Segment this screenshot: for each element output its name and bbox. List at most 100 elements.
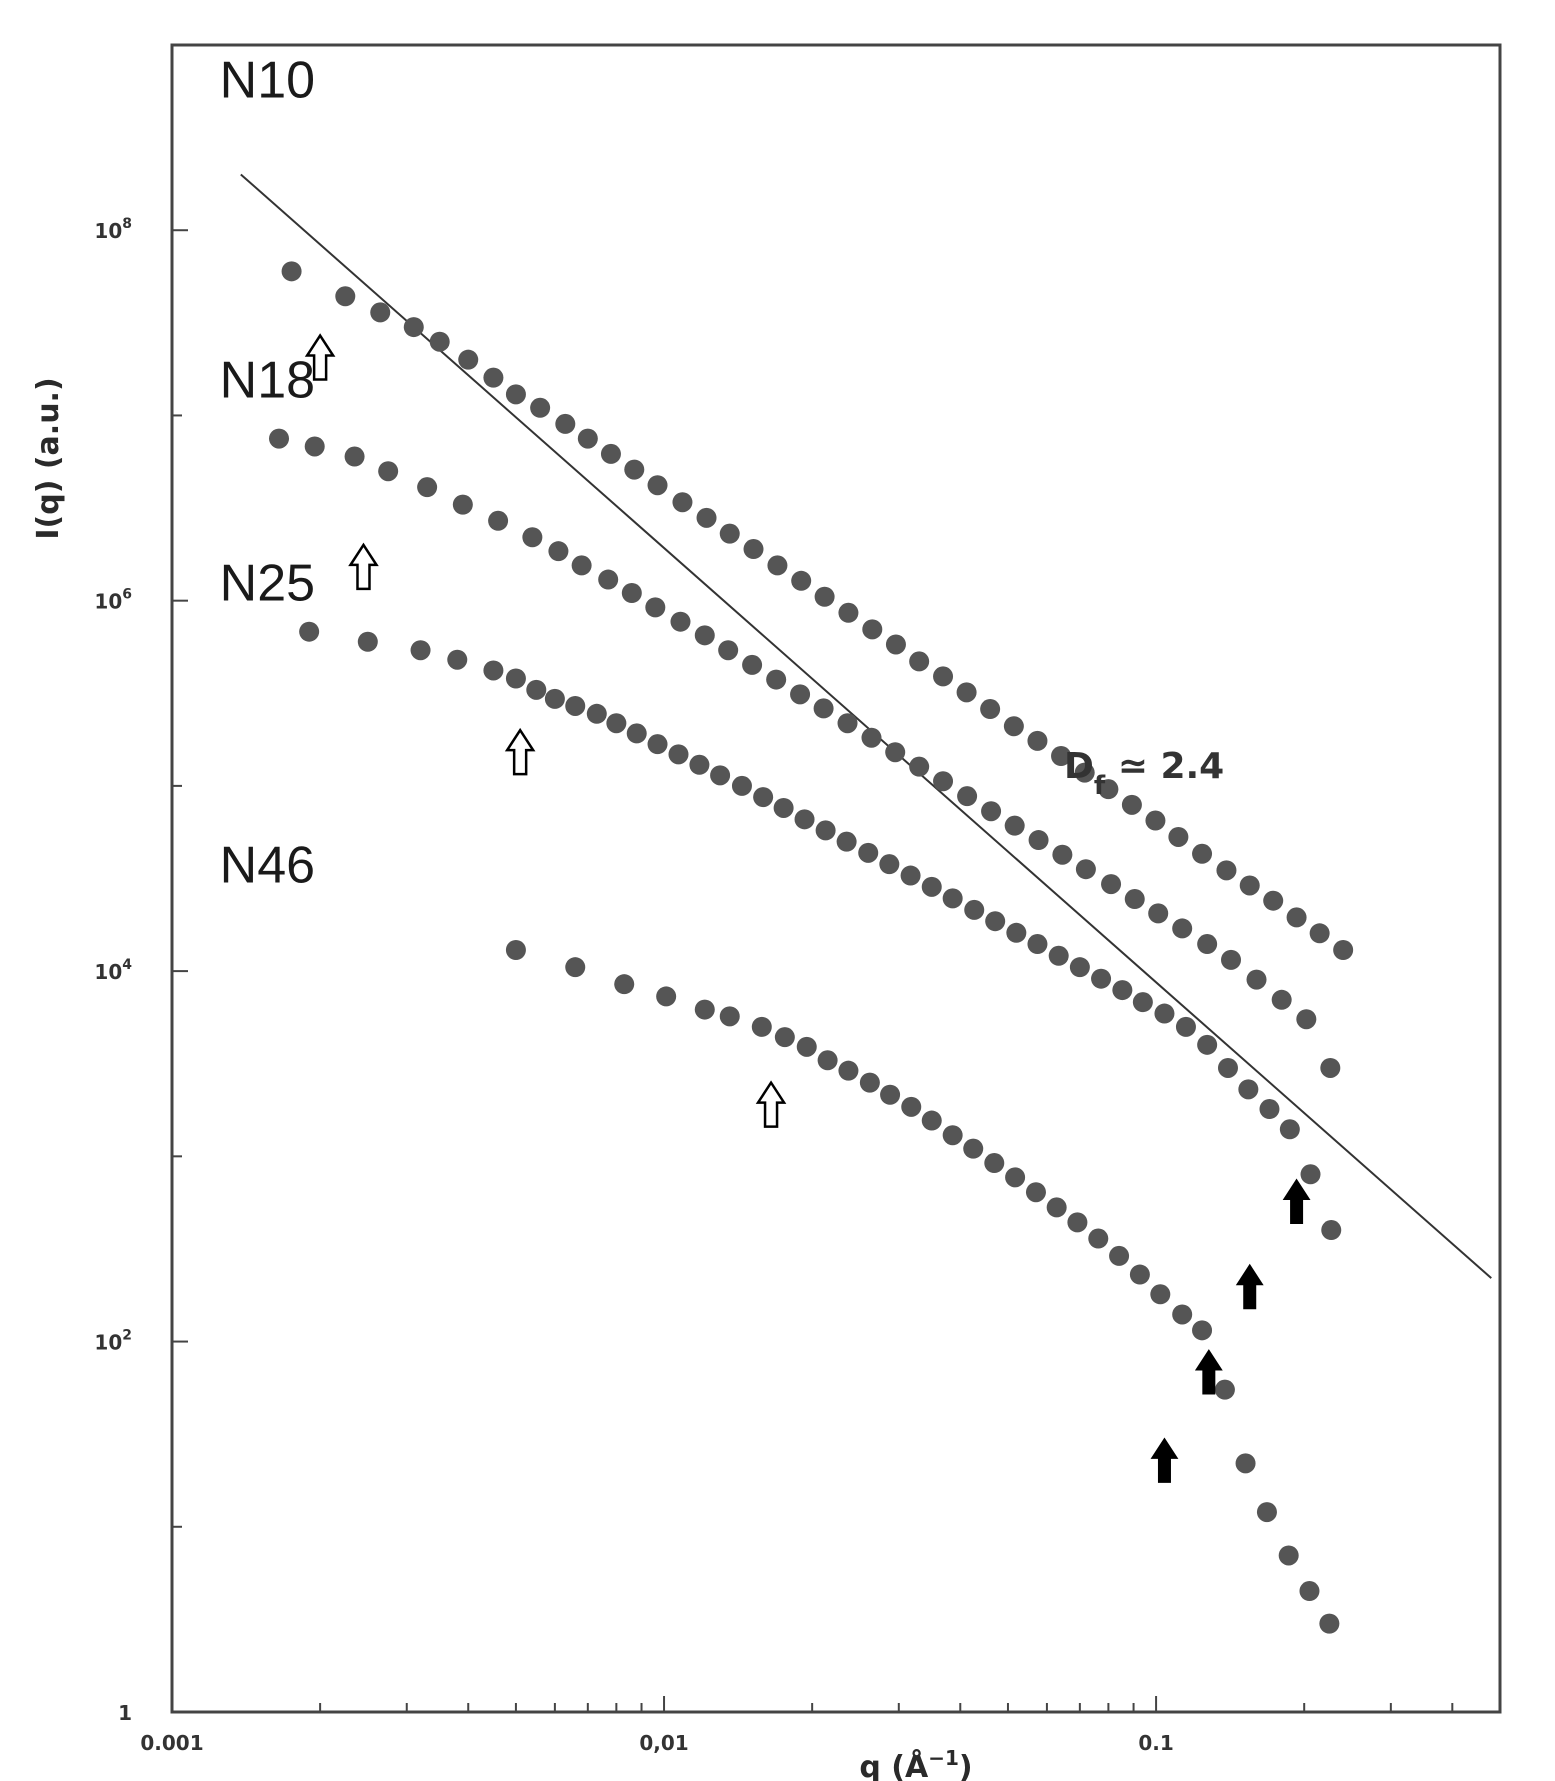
data-point [269, 428, 290, 449]
data-point [370, 302, 391, 323]
data-point [1197, 1034, 1218, 1055]
fit-line-layer [240, 173, 1492, 1279]
axis-ticks [171, 44, 1501, 1713]
data-point [1091, 968, 1112, 989]
data-point [1319, 1613, 1340, 1634]
y-tick-label: 1 [118, 1701, 132, 1725]
data-point [1048, 945, 1069, 966]
data-point [1027, 934, 1048, 955]
fractal-dimension-annotation: Df ≃ 2.4 [1064, 746, 1224, 801]
data-point [447, 649, 468, 670]
data-point [624, 459, 645, 480]
plot-border [170, 43, 1502, 1714]
data-point [645, 597, 666, 618]
chart-labels: 1 102 104 106 108 0.001 0,01 0.1 q (Å−1) I(q) (a.… [31, 52, 1224, 1781]
data-point [694, 999, 715, 1020]
data-point [1309, 923, 1330, 944]
data-point [1148, 903, 1169, 924]
data-point [719, 1006, 740, 1027]
y-tick-label: 106 [94, 587, 132, 614]
data-point [901, 1096, 922, 1117]
data-point [614, 974, 635, 995]
data-point [483, 660, 504, 681]
data-point [1145, 810, 1166, 831]
fit-line [240, 173, 1492, 1279]
data-point [858, 842, 879, 863]
data-point [885, 634, 906, 655]
data-point [452, 494, 473, 515]
data-point [1321, 1220, 1342, 1241]
open-arrow-icon [348, 542, 379, 591]
data-point [668, 744, 689, 765]
data-point [357, 631, 378, 652]
x-axis-title: q (Å−1) [859, 1746, 972, 1781]
arrow-markers [304, 333, 1311, 1483]
data-point [526, 679, 547, 700]
data-point [1025, 1182, 1046, 1203]
data-point [1005, 1167, 1026, 1188]
data-point [626, 723, 647, 744]
data-point [921, 876, 942, 897]
data-point [1121, 794, 1142, 815]
open-arrow-icon [755, 1080, 787, 1128]
series-n10 [281, 261, 1354, 961]
data-point [530, 397, 551, 418]
data-point [1003, 716, 1024, 737]
data-point [790, 684, 811, 705]
data-point [505, 668, 526, 689]
data-point [773, 797, 794, 818]
data-point [1006, 922, 1027, 943]
data-point [304, 436, 325, 457]
x-tick-label: 0.001 [140, 1731, 203, 1755]
data-point [647, 734, 668, 755]
data-point [964, 899, 985, 920]
data-point [505, 940, 526, 961]
filled-arrow-icon [1235, 1263, 1264, 1310]
data-point [488, 510, 509, 531]
series-label-n25: N25 [220, 555, 315, 613]
data-point [1197, 934, 1218, 955]
data-point [577, 428, 598, 449]
data-point [344, 446, 365, 467]
data-point [719, 523, 740, 544]
data-point [942, 1125, 963, 1146]
data-point [1333, 940, 1354, 961]
data-point [1192, 843, 1213, 864]
data-point [794, 809, 815, 830]
data-point [299, 621, 320, 642]
data-point [1259, 1099, 1280, 1120]
data-point [1154, 1003, 1175, 1024]
data-point [742, 654, 763, 675]
data-point [458, 349, 479, 370]
series-label-n46: N46 [220, 837, 315, 895]
data-point [403, 317, 424, 338]
data-point [1046, 1197, 1067, 1218]
data-point [774, 1027, 795, 1048]
data-points [269, 261, 1354, 1634]
data-point [862, 619, 883, 640]
data-point [1067, 1212, 1088, 1233]
data-point [718, 640, 739, 661]
data-point [1296, 1009, 1317, 1030]
open-arrow-icon [504, 727, 536, 776]
data-point [838, 602, 859, 623]
data-point [1279, 1119, 1300, 1140]
data-point [483, 367, 504, 388]
data-point [417, 477, 438, 498]
data-point [656, 986, 677, 1007]
data-point [796, 1036, 817, 1057]
data-point [710, 765, 731, 786]
data-point [1098, 779, 1119, 800]
data-point [335, 286, 356, 307]
data-point [900, 865, 921, 886]
data-point [1112, 980, 1133, 1001]
x-tick-label: 0.1 [1138, 1731, 1173, 1755]
data-point [670, 611, 691, 632]
data-point [985, 911, 1006, 932]
data-point [836, 831, 857, 852]
data-point [885, 742, 906, 763]
filled-arrow-icon [1194, 1349, 1223, 1395]
data-point [565, 957, 586, 978]
data-point [1320, 1057, 1341, 1078]
data-point [861, 727, 882, 748]
